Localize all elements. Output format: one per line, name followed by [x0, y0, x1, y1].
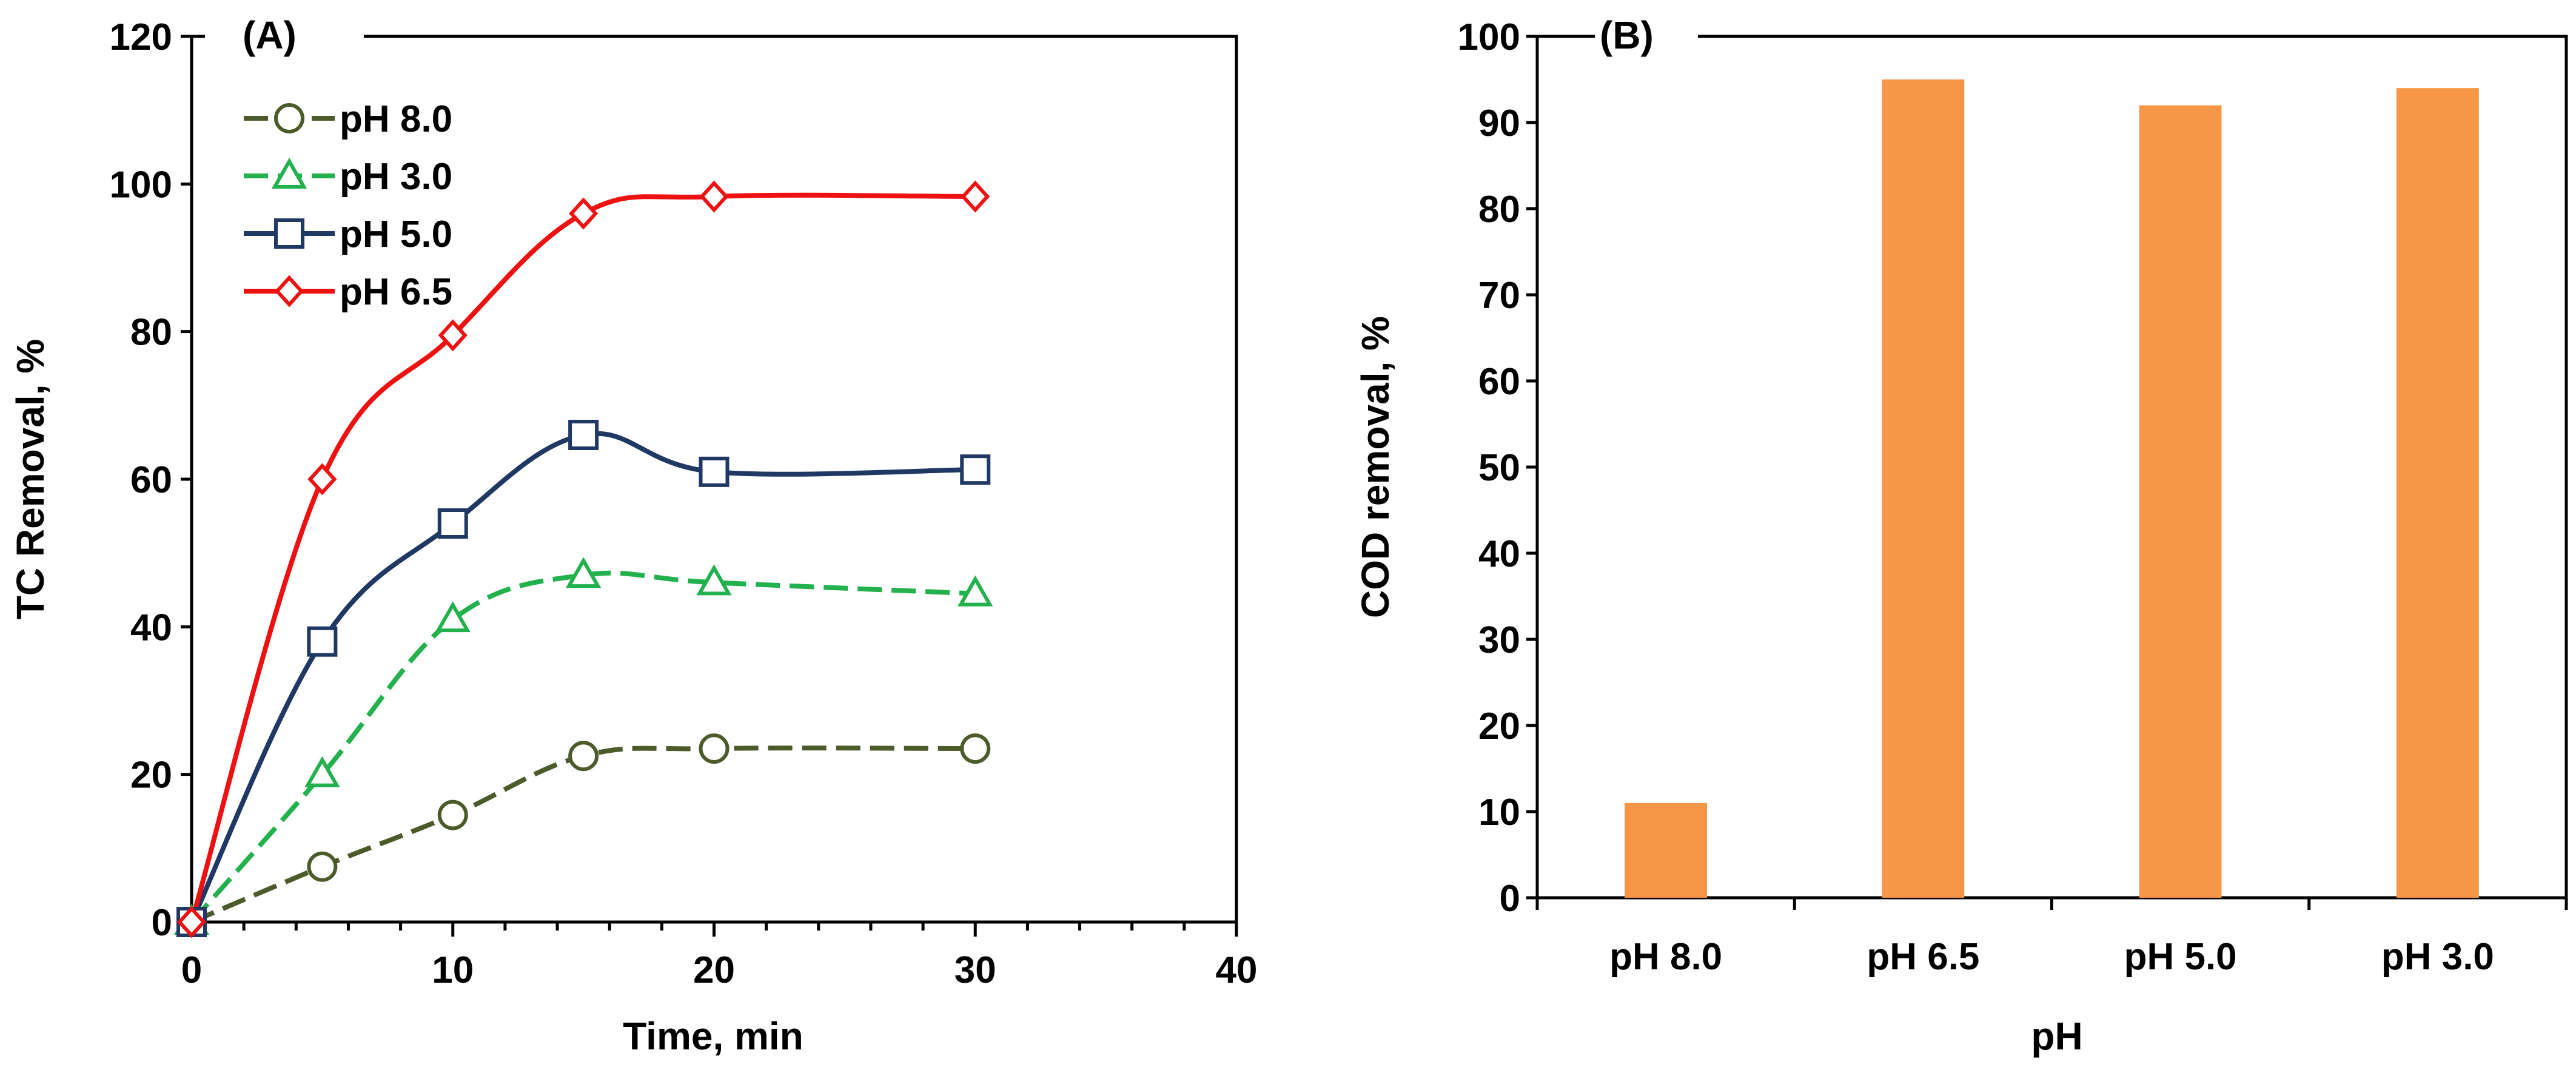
x-tick-label: 10	[432, 949, 474, 991]
bar	[2139, 105, 2222, 898]
panel-a-series-lines	[189, 192, 976, 924]
data-point	[699, 733, 730, 764]
series-line	[190, 746, 976, 924]
y-tick-label: 60	[130, 459, 172, 501]
data-point	[307, 851, 338, 882]
panel-b-bar-chart: 0 10 20 30 40 50 60 70 80 90 100 pH 8.0 pH 6.5 pH 5.…	[1353, 13, 2568, 1058]
panel-a-series-markers	[173, 180, 993, 938]
data-point	[961, 180, 990, 213]
series-line	[189, 192, 976, 923]
legend-label: pH 5.0	[340, 214, 452, 255]
x-tick-label: 40	[1216, 949, 1258, 991]
data-point	[176, 906, 207, 938]
data-point	[307, 463, 337, 496]
data-point	[696, 564, 732, 596]
y-tick-label: 0	[1500, 878, 1520, 920]
legend-marker	[274, 218, 304, 249]
panel-b-x-ticks: pH 8.0 pH 6.5 pH 5.0 pH 3.0	[1535, 898, 2568, 978]
y-tick-label: 10	[1478, 792, 1520, 833]
legend-label: pH 3.0	[340, 156, 452, 198]
data-point	[435, 601, 471, 633]
data-point	[699, 180, 729, 213]
legend-marker	[274, 103, 304, 133]
panel-a-x-axis-title: Time, min	[623, 1014, 803, 1058]
y-tick-label: 40	[1478, 533, 1520, 575]
y-tick-label: 70	[1478, 275, 1520, 317]
x-tick-label: 20	[693, 949, 735, 991]
x-tick-label: pH 5.0	[2124, 936, 2237, 978]
y-tick-label: 0	[152, 902, 172, 944]
panel-a-label: (A)	[243, 13, 297, 57]
y-tick-label: 100	[1458, 16, 1520, 58]
series-line	[189, 431, 976, 923]
data-point	[565, 557, 602, 588]
panel-a-y-ticks: 0 20 40 60 80 100 120	[110, 16, 192, 944]
x-tick-label: pH 8.0	[1609, 936, 1722, 978]
panel-b-bars	[1625, 79, 2479, 898]
bar	[2396, 88, 2479, 898]
panel-b-y-ticks: 0 10 20 30 40 50 60 70 80 90 100	[1458, 16, 1537, 920]
panel-b-x-axis-title: pH	[2031, 1014, 2082, 1058]
y-tick-label: 20	[1478, 705, 1520, 747]
x-tick-label: 30	[954, 949, 996, 991]
legend-label: pH 6.5	[340, 271, 452, 313]
y-tick-label: 60	[1478, 361, 1520, 403]
data-point	[304, 756, 340, 787]
legend-marker	[271, 157, 307, 189]
y-tick-label: 90	[1478, 103, 1520, 144]
data-point	[307, 626, 338, 657]
y-tick-label: 50	[1478, 447, 1520, 489]
y-tick-label: 120	[110, 16, 172, 58]
y-tick-label: 40	[130, 607, 172, 648]
y-tick-label: 30	[1478, 619, 1520, 661]
y-tick-label: 20	[130, 755, 172, 796]
panel-a-legend: pH 8.0 pH 3.0 pH 5.0 pH 6.5	[244, 98, 452, 313]
y-tick-label: 100	[110, 164, 172, 206]
data-point	[960, 454, 991, 485]
bar	[1625, 803, 1708, 898]
panel-a-y-axis-title: TC Removal, %	[8, 339, 52, 619]
data-point	[437, 508, 468, 539]
data-point	[958, 575, 993, 607]
x-tick-label: pH 3.0	[2381, 936, 2494, 978]
series-line	[190, 570, 976, 924]
data-point	[568, 741, 599, 772]
panel-b-label: (B)	[1600, 13, 1654, 57]
panel-a-x-ticks: 0 10 20 30 40	[181, 922, 1258, 991]
data-point	[960, 733, 991, 764]
bar	[1882, 79, 1965, 898]
data-point	[569, 197, 599, 230]
y-tick-label: 80	[1478, 189, 1520, 231]
legend-label: pH 8.0	[340, 98, 452, 140]
x-tick-label: pH 6.5	[1867, 936, 1979, 978]
data-point	[699, 456, 730, 487]
data-point	[568, 420, 599, 450]
legend-marker	[274, 275, 304, 308]
panel-b-y-axis-title: COD removal, %	[1353, 316, 1397, 618]
data-point	[437, 799, 468, 830]
x-tick-label: 0	[181, 949, 202, 991]
y-tick-label: 80	[130, 312, 172, 354]
data-point	[438, 319, 468, 352]
